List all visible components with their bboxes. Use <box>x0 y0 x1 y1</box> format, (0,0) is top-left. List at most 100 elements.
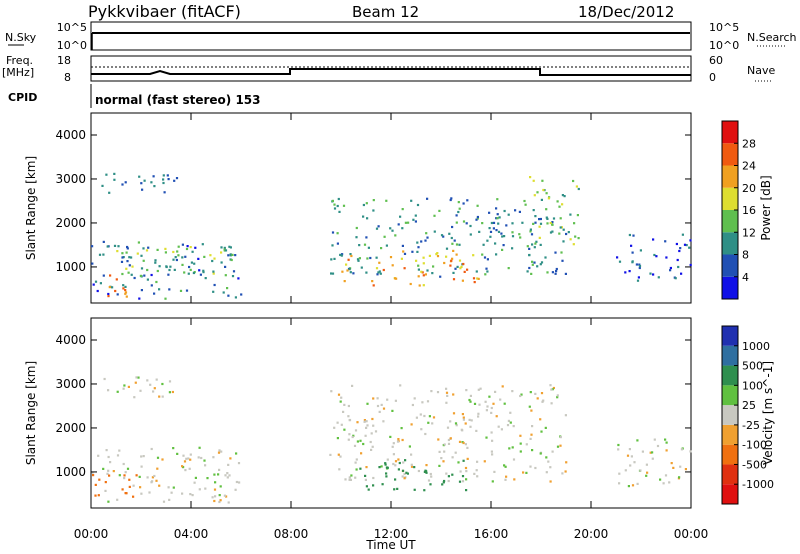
data-cell <box>491 480 494 483</box>
data-cell <box>151 480 154 483</box>
data-cell <box>462 418 465 421</box>
data-cell <box>181 256 184 259</box>
data-cell <box>450 236 453 240</box>
data-cell <box>372 476 375 480</box>
colorbar-swatch <box>722 187 738 210</box>
data-cell <box>404 459 407 462</box>
data-cell <box>459 267 462 270</box>
freq-bottom-tick: 8 <box>64 71 71 84</box>
data-cell <box>356 258 360 261</box>
data-cell <box>490 431 493 434</box>
data-cell <box>413 488 416 491</box>
data-cell <box>139 274 142 277</box>
data-cell <box>213 257 216 260</box>
data-cell <box>181 465 184 468</box>
data-cell <box>114 289 117 293</box>
data-cell <box>351 435 354 439</box>
data-cell <box>659 478 662 481</box>
data-cell <box>401 244 404 247</box>
data-cell <box>574 235 577 238</box>
data-cell <box>229 254 232 257</box>
data-cell <box>126 260 129 263</box>
x-tick-label: 00:00 <box>74 527 109 541</box>
data-cell <box>645 474 648 477</box>
data-cell <box>218 500 221 504</box>
colorbar-frame <box>721 325 739 505</box>
data-cell <box>458 259 462 262</box>
data-cell <box>217 451 221 454</box>
data-cell <box>168 391 171 394</box>
data-cell <box>496 198 499 201</box>
data-cell <box>331 199 334 202</box>
data-cell <box>165 265 168 268</box>
data-cell <box>441 483 444 486</box>
data-cell <box>577 237 580 240</box>
data-cell <box>372 199 375 202</box>
data-cell <box>340 254 343 257</box>
colorbar-tick-label: 100 <box>742 379 763 392</box>
data-cell <box>551 271 554 274</box>
data-cell <box>618 482 621 485</box>
data-cell <box>626 454 630 457</box>
data-cell <box>177 254 180 257</box>
data-cell <box>192 271 195 275</box>
data-cell <box>493 470 496 473</box>
data-cell <box>181 492 184 495</box>
data-cell <box>556 445 560 448</box>
data-cell <box>349 253 352 256</box>
data-cell <box>540 430 543 433</box>
data-cell <box>127 271 130 274</box>
data-cell <box>348 476 351 479</box>
data-cell <box>200 456 203 460</box>
data-cell <box>454 422 458 425</box>
data-cell <box>339 455 342 458</box>
data-cell <box>140 289 143 292</box>
data-cell <box>529 391 532 394</box>
data-cell <box>476 460 479 463</box>
data-cell <box>386 458 389 461</box>
data-cell <box>479 387 482 390</box>
data-cell <box>391 229 394 232</box>
data-cell <box>422 284 425 287</box>
data-cell <box>498 216 501 219</box>
data-cell <box>132 484 135 487</box>
data-cell <box>492 221 496 224</box>
data-cell <box>127 385 130 388</box>
colorbar-swatch <box>722 424 738 445</box>
data-cell <box>392 442 395 445</box>
data-cell <box>496 217 499 220</box>
data-cell <box>492 227 495 230</box>
data-cell <box>193 481 196 484</box>
data-cell <box>363 420 366 423</box>
data-cell <box>511 390 514 393</box>
data-cell <box>426 400 430 403</box>
data-cell <box>395 277 398 280</box>
data-cell <box>462 202 465 205</box>
data-cell <box>507 267 510 270</box>
data-cell <box>102 274 105 277</box>
data-cell <box>377 271 380 274</box>
data-cell <box>166 174 169 177</box>
data-cell <box>108 286 111 289</box>
data-cell <box>508 447 511 450</box>
data-cell <box>347 438 350 441</box>
data-cell <box>125 251 128 254</box>
data-cell <box>519 394 522 398</box>
data-cell <box>161 395 164 398</box>
data-cell <box>418 284 421 287</box>
data-cell <box>554 272 557 275</box>
data-cell <box>399 215 402 218</box>
data-cell <box>382 268 385 272</box>
data-cell <box>222 291 225 294</box>
data-cell <box>333 207 337 210</box>
data-cell <box>128 485 131 488</box>
data-cell <box>468 398 471 402</box>
data-cell <box>153 292 156 295</box>
data-cell <box>367 246 370 249</box>
colorbar-tick-label: 500 <box>742 360 763 373</box>
data-cell <box>540 261 544 264</box>
data-cell <box>213 488 217 491</box>
data-cell <box>426 236 429 239</box>
data-cell <box>495 217 498 220</box>
data-cell <box>669 266 672 270</box>
